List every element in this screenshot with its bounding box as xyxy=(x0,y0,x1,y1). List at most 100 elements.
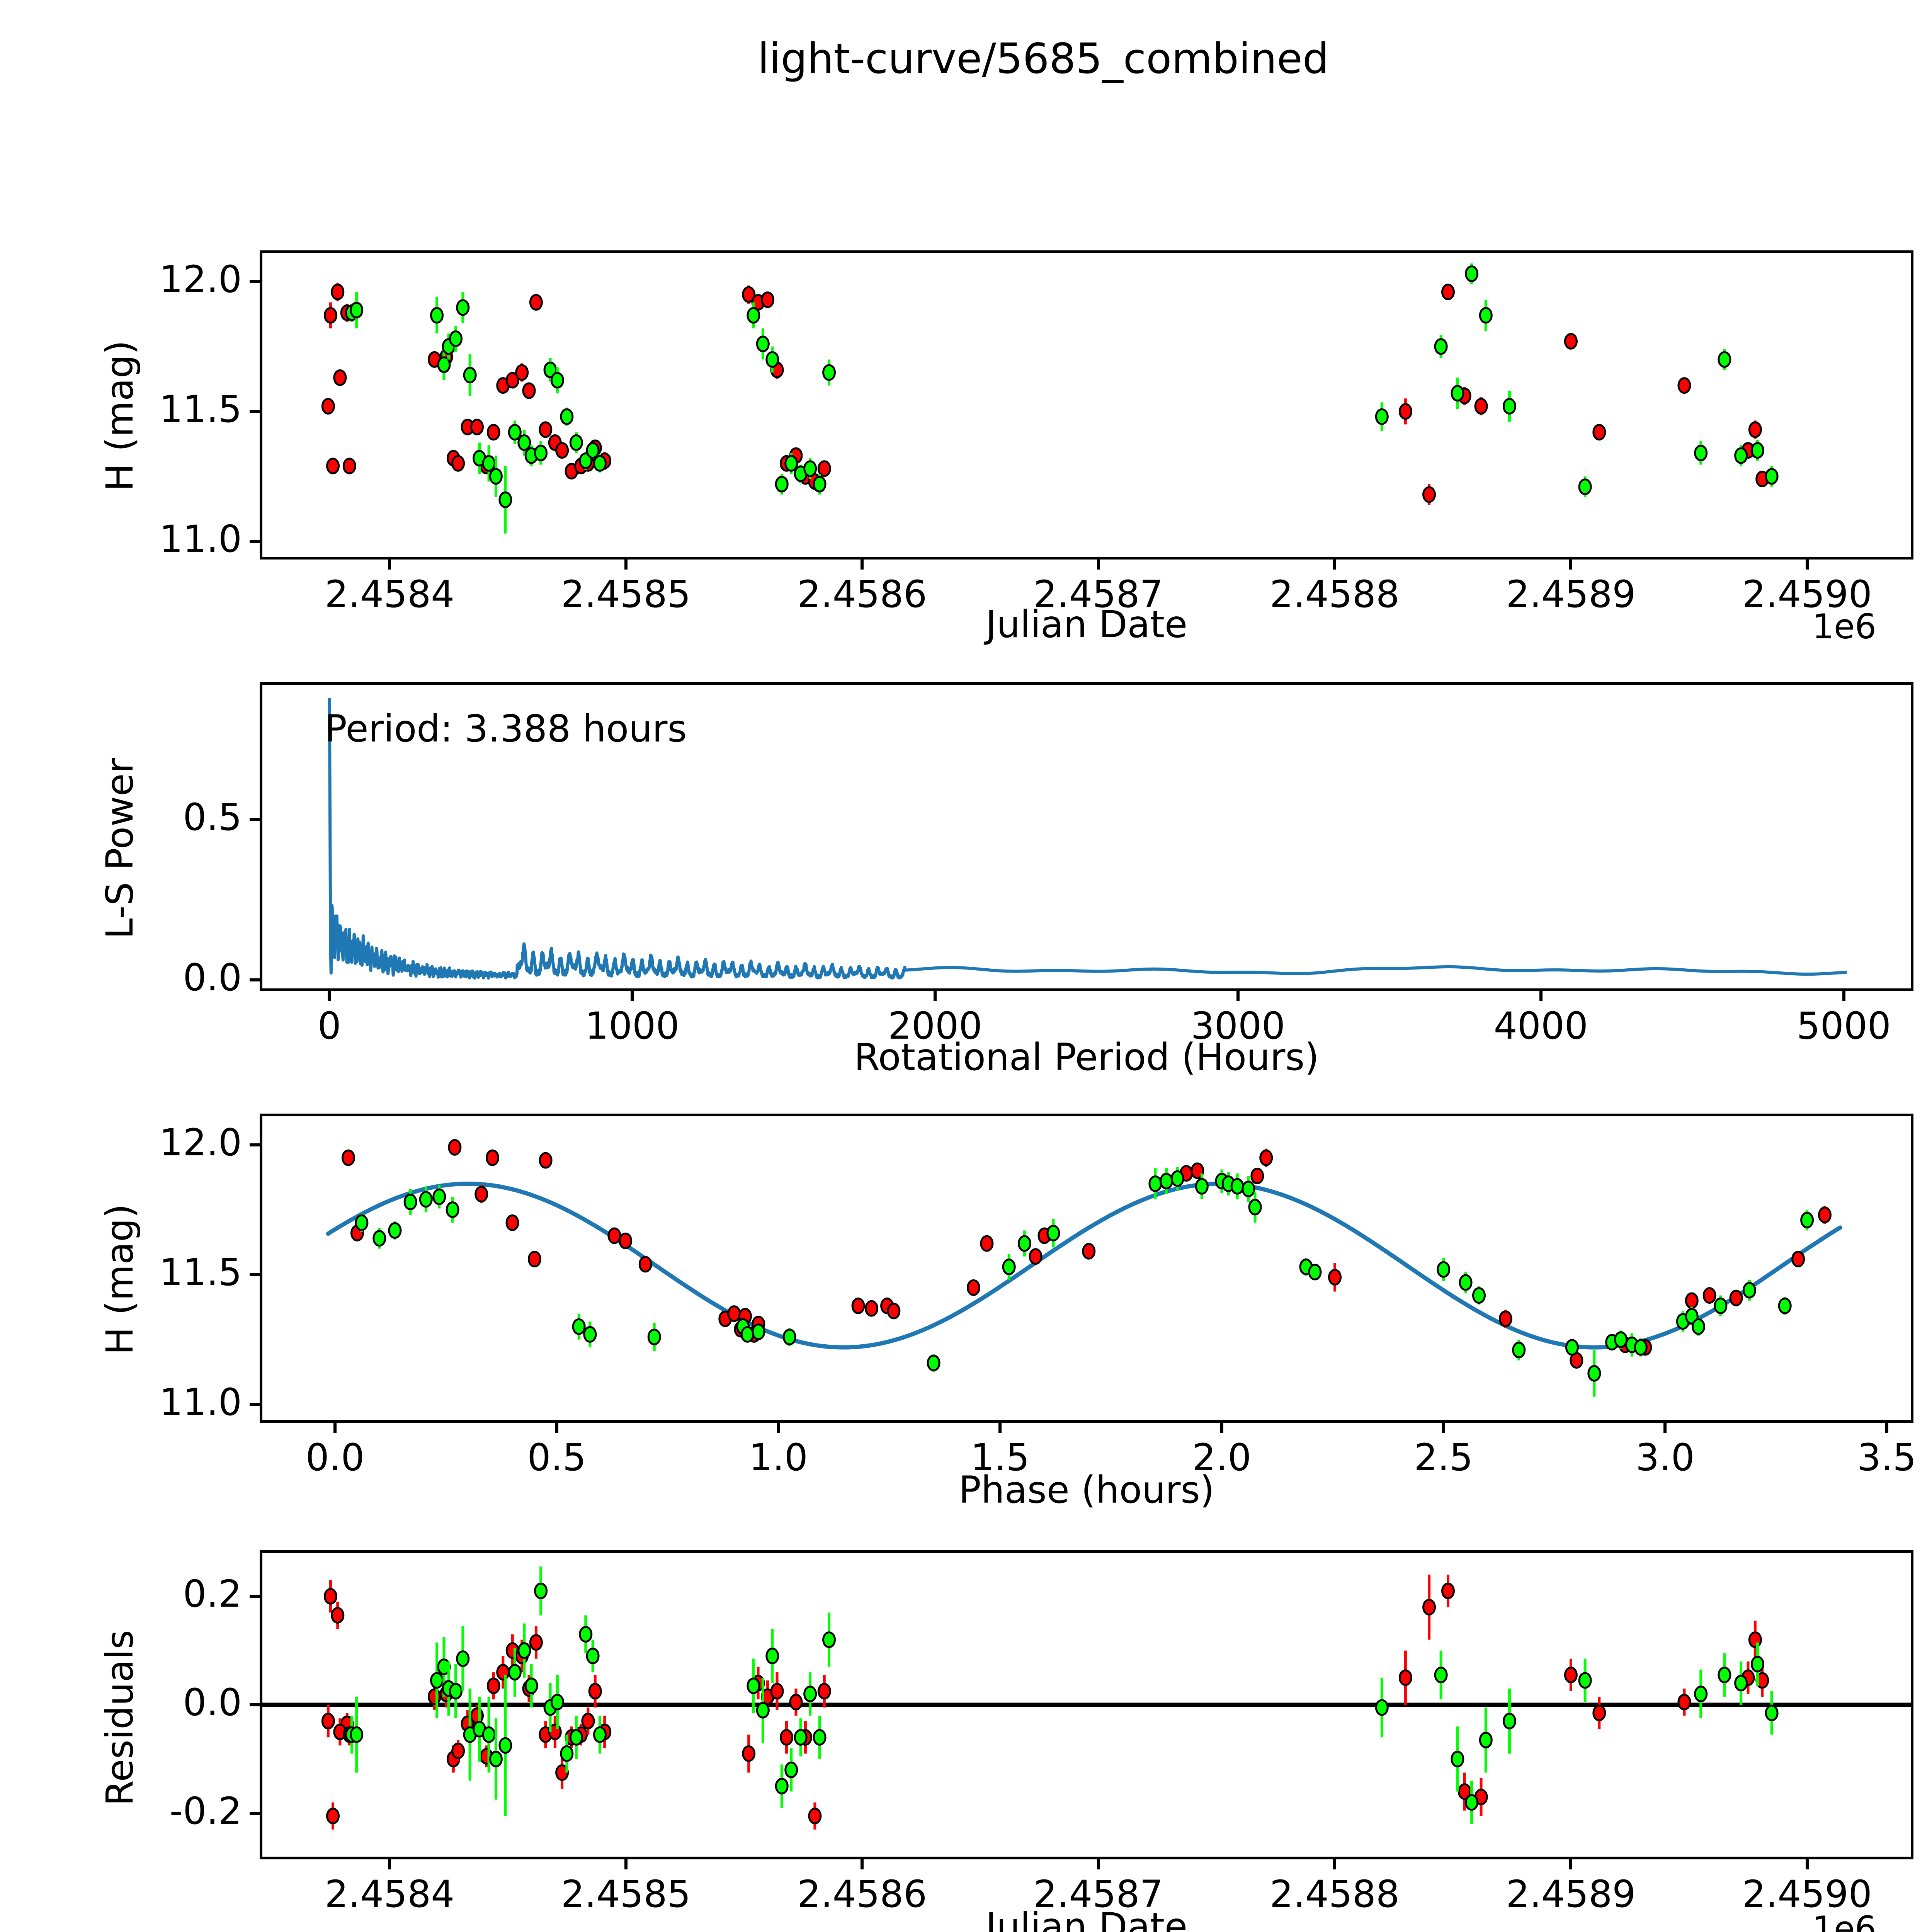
tick-mark xyxy=(250,280,260,283)
tick-mark xyxy=(777,1423,780,1433)
x-tick-label: 2.4590 xyxy=(1742,1872,1872,1916)
residuals-plot-area xyxy=(260,1566,1913,1830)
periodogram-x-axis-label: Rotational Period (Hours) xyxy=(854,1036,1319,1079)
x-tick-label: 2.4585 xyxy=(561,573,691,616)
x-tick-label: 3000 xyxy=(1190,1004,1286,1048)
tick-mark xyxy=(624,1859,628,1869)
tick-mark xyxy=(250,1811,260,1815)
x-tick-label: 2.4590 xyxy=(1742,573,1872,616)
y-tick-label: 11.5 xyxy=(159,387,242,431)
periodogram-curve xyxy=(328,698,1848,980)
tick-mark xyxy=(388,1859,391,1869)
x-tick-label: 2.4589 xyxy=(1506,573,1636,616)
phase-folded-x-axis-label: Phase (hours) xyxy=(959,1468,1214,1512)
tick-mark xyxy=(1805,560,1809,570)
x-tick-label: 1000 xyxy=(585,1004,680,1048)
x-tick-label: 3.5 xyxy=(1857,1436,1917,1479)
tick-mark xyxy=(1333,560,1336,570)
series-green xyxy=(345,263,1779,534)
x-tick-label: 2.5 xyxy=(1414,1436,1473,1479)
x-tick-label: 2.4589 xyxy=(1506,1872,1636,1916)
x-tick-label: 2.4585 xyxy=(561,1872,691,1916)
x-tick-label: 0.5 xyxy=(527,1436,587,1479)
tick-mark xyxy=(1805,1859,1809,1869)
tick-mark xyxy=(250,539,260,543)
x-tick-label: 5000 xyxy=(1796,1004,1891,1048)
y-tick-label: 12.0 xyxy=(159,1121,242,1164)
tick-mark xyxy=(333,1423,337,1433)
x-tick-label: 1.5 xyxy=(970,1436,1030,1479)
panel-residuals xyxy=(260,1550,1913,1859)
tick-mark xyxy=(328,991,331,1001)
x-tick-label: 2.0 xyxy=(1192,1436,1252,1479)
y-tick-label: 0.5 xyxy=(183,796,242,839)
page-title: light-curve/5685_combined xyxy=(757,35,1329,83)
tick-mark xyxy=(1236,991,1240,1001)
tick-mark xyxy=(1097,560,1100,570)
x-tick-label: 2.4584 xyxy=(325,573,455,616)
tick-mark xyxy=(250,1143,260,1146)
y-tick-label: 0.0 xyxy=(183,956,242,999)
period-annotation: Period: 3.388 hours xyxy=(325,707,687,750)
tick-mark xyxy=(388,560,391,570)
x-tick-label: 2.4588 xyxy=(1270,1872,1400,1916)
y-tick-label: -0.2 xyxy=(169,1789,242,1833)
tick-mark xyxy=(1569,1859,1573,1869)
series-red xyxy=(321,283,1769,505)
x-tick-label: 3.0 xyxy=(1636,1436,1695,1479)
residuals-x-offset-label: 1e6 xyxy=(1812,1909,1877,1932)
tick-mark xyxy=(861,560,864,570)
residuals-x-axis-label: Julian Date xyxy=(985,1905,1188,1932)
tick-mark xyxy=(250,1703,260,1706)
panel-periodogram xyxy=(260,682,1913,991)
tick-mark xyxy=(1442,1423,1445,1433)
tick-mark xyxy=(250,818,260,821)
tick-mark xyxy=(624,560,628,570)
series-red xyxy=(341,1139,1832,1369)
x-tick-label: 2.4584 xyxy=(325,1872,455,1916)
panel-light-curve xyxy=(260,250,1913,560)
tick-mark xyxy=(998,1423,1002,1433)
y-tick-label: 11.0 xyxy=(159,1380,242,1424)
axes-frame-periodogram xyxy=(260,682,1913,991)
tick-mark xyxy=(250,1403,260,1406)
light-curve-x-axis-label: Julian Date xyxy=(985,603,1188,646)
tick-mark xyxy=(250,410,260,413)
x-tick-label: 2.4587 xyxy=(1033,1872,1163,1916)
x-tick-label: 2.4586 xyxy=(797,573,927,616)
series-green xyxy=(355,1167,1814,1397)
tick-mark xyxy=(1220,1423,1223,1433)
panel-phase-folded xyxy=(260,1114,1913,1423)
tick-mark xyxy=(555,1423,558,1433)
tick-mark xyxy=(1663,1423,1667,1433)
tick-mark xyxy=(250,1273,260,1276)
tick-mark xyxy=(631,991,634,1001)
series-red xyxy=(321,1575,1769,1830)
tick-mark xyxy=(1333,1859,1336,1869)
x-tick-label: 2.4586 xyxy=(797,1872,927,1916)
tick-mark xyxy=(1097,1859,1100,1869)
sinusoid-fit-curve xyxy=(326,1182,1842,1350)
y-tick-label: 0.0 xyxy=(183,1681,242,1724)
tick-mark xyxy=(861,1859,864,1869)
light-curve-x-offset-label: 1e6 xyxy=(1812,607,1877,646)
x-tick-label: 1.0 xyxy=(749,1436,808,1479)
tick-mark xyxy=(1569,560,1573,570)
tick-mark xyxy=(934,991,937,1001)
y-tick-label: 0.2 xyxy=(183,1572,242,1616)
x-tick-label: 0 xyxy=(317,1004,341,1048)
axes-frame-phase-folded xyxy=(260,1114,1913,1423)
tick-mark xyxy=(250,978,260,981)
x-tick-label: 2000 xyxy=(888,1004,983,1048)
tick-mark xyxy=(250,1595,260,1598)
light-curve-plot-area xyxy=(321,263,1779,534)
x-tick-label: 0.0 xyxy=(305,1436,365,1479)
phase-folded-plot-area xyxy=(326,1139,1842,1397)
y-tick-label: 12.0 xyxy=(159,257,242,301)
tick-mark xyxy=(1539,991,1543,1001)
series-green xyxy=(345,1566,1779,1824)
periodogram-y-axis-label: L-S Power xyxy=(98,758,141,939)
tick-mark xyxy=(1842,991,1845,1001)
periodogram-plot-area xyxy=(328,698,1848,980)
x-tick-label: 2.4588 xyxy=(1270,573,1400,616)
